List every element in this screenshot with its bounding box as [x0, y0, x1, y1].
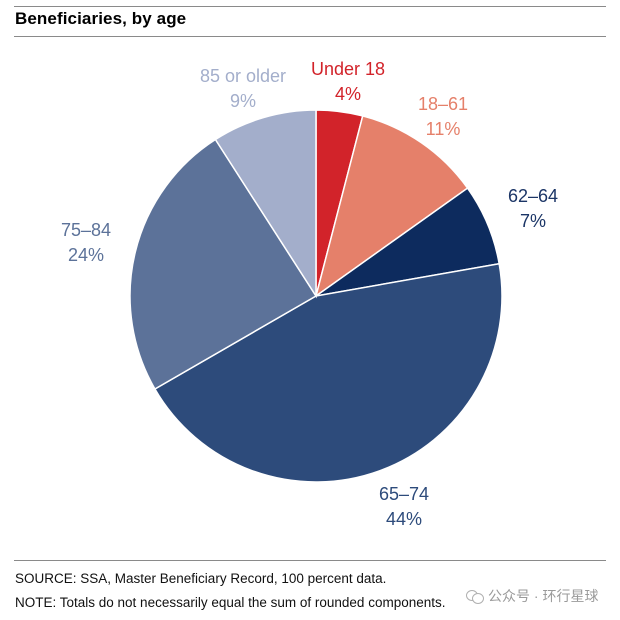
slice-value-label: 9%: [230, 91, 256, 111]
slice-value-label: 7%: [520, 211, 546, 231]
watermark-text: 公众号 · 环行星球: [488, 588, 599, 604]
slice-value-label: 4%: [335, 84, 361, 104]
slice-label: Under 18: [311, 59, 385, 79]
chart-title: Beneficiaries, by age: [15, 9, 187, 28]
slice-label: 75–84: [61, 220, 111, 240]
slice-label: 85 or older: [200, 66, 286, 86]
top-rule: [14, 6, 606, 7]
pie-slice: [153, 262, 503, 483]
slice-value-label: 24%: [68, 245, 104, 265]
slice-value-label: 11%: [426, 119, 461, 139]
totals-note: NOTE: Totals do not necessarily equal th…: [15, 595, 446, 610]
watermark: 公众号 · 环行星球: [466, 586, 598, 606]
title-rule: [14, 36, 606, 37]
slice-label: 65–74: [379, 484, 429, 504]
slice-value-label: 44%: [386, 509, 422, 529]
pie-slice: [129, 138, 318, 391]
footer-rule: [14, 560, 606, 561]
source-note: SOURCE: SSA, Master Beneficiary Record, …: [15, 571, 387, 586]
pie-slice: [314, 115, 469, 298]
slice-label: 18–61: [418, 94, 468, 114]
slice-label: 62–64: [508, 186, 558, 206]
wechat-icon: [466, 589, 484, 604]
pie-slice: [214, 109, 317, 299]
